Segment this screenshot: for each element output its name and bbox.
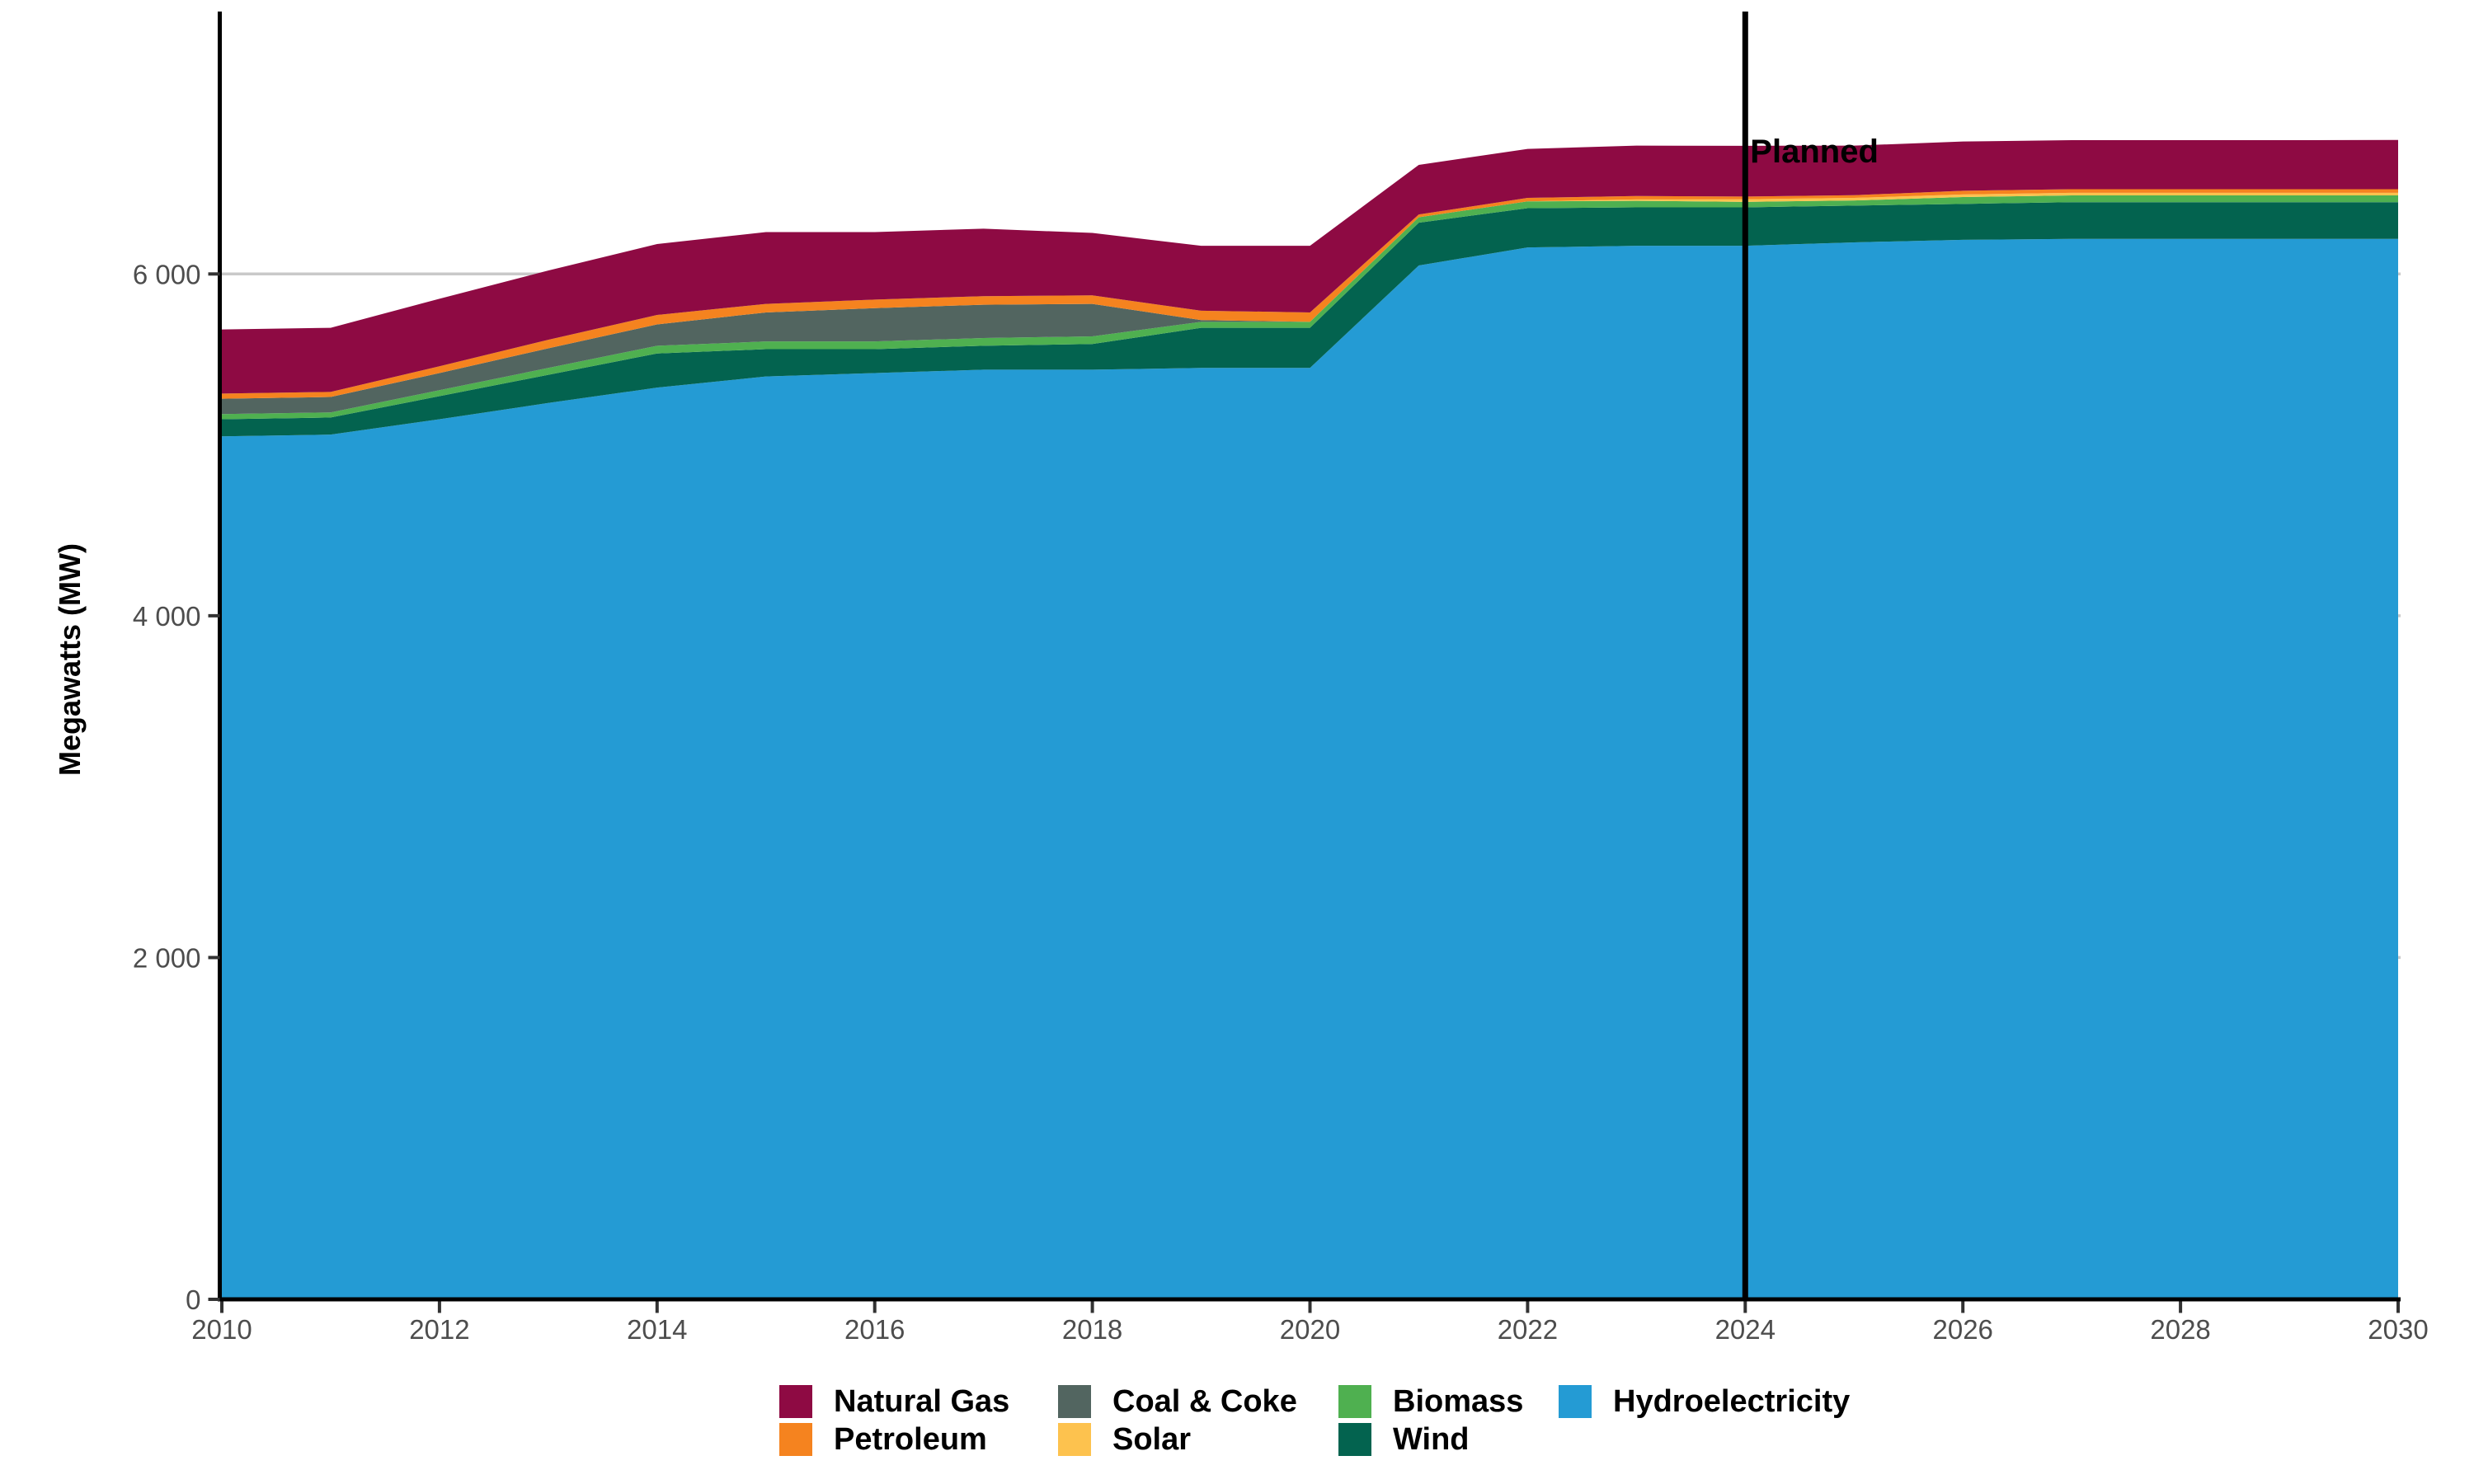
x-tick-label: 2020	[1280, 1314, 1340, 1345]
y-tick-label: 4 000	[133, 601, 201, 632]
x-tick-label: 2014	[627, 1314, 687, 1345]
y-axis-title: Megawatts (MW)	[53, 543, 87, 776]
planned-label: Planned	[1750, 134, 1879, 170]
annotations: Planned	[1742, 12, 1879, 1299]
y-tick-label: 6 000	[133, 259, 201, 289]
x-tick-label: 2010	[191, 1314, 252, 1345]
x-tick-label: 2026	[1932, 1314, 1992, 1345]
x-tick-label: 2012	[409, 1314, 469, 1345]
y-tick-label: 2 000	[133, 942, 201, 973]
axes: 0 2 000 4 000 6 000 2010 2012 2014 2016 2018 2020…	[133, 12, 2429, 1345]
area-series	[222, 139, 2398, 1300]
x-tick-label: 2028	[2150, 1314, 2210, 1345]
area-hydroelectricity	[222, 238, 2398, 1300]
x-tick-label: 2022	[1498, 1314, 1558, 1345]
x-tick-label: 2018	[1062, 1314, 1122, 1345]
x-tick-label: 2016	[844, 1314, 905, 1345]
area-wind	[222, 202, 2398, 437]
x-tick-label: 2024	[1715, 1314, 1776, 1345]
area-natural-gas	[222, 139, 2398, 394]
x-tick-label: 2030	[2368, 1314, 2428, 1345]
y-tick-label: 0	[186, 1284, 200, 1315]
